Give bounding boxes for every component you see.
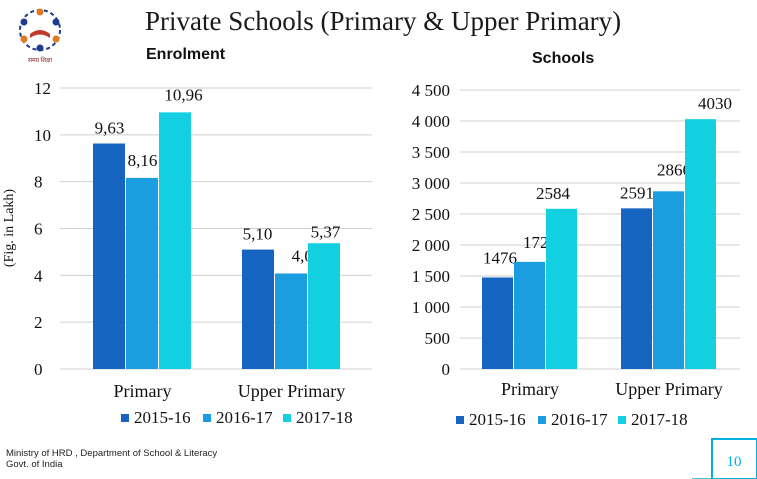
bar [93,143,125,369]
y-tick-label: 3 500 [412,143,450,162]
legend-swatch [121,414,129,422]
data-label: 9,63 [95,118,125,137]
data-label: 10,96 [164,85,202,104]
data-label: 5,10 [243,225,273,244]
bar [685,119,716,369]
legend-entry: 2016-17 [216,408,273,427]
svg-text:समग्र शिक्षा: समग्र शिक्षा [28,56,52,64]
footer: Ministry of HRD , Department of School &… [6,448,217,470]
legend-swatch [283,414,291,422]
samagra-shiksha-logo: समग्र शिक्षा [19,8,61,64]
data-label: 2591 [620,183,654,202]
bar [308,243,340,369]
page-number-badge: 10 [692,438,757,479]
bar [242,249,274,369]
footer-govt: Govt. of India [6,459,63,470]
legend-swatch [538,416,546,424]
legend-swatch [203,414,211,422]
x-category-label: Upper Primary [615,379,722,399]
y-tick-label: 10 [34,126,51,145]
legend-entry: 2017-18 [631,410,688,429]
y-tick-label: 6 [34,220,43,239]
x-category-label: Primary [114,381,172,401]
y-tick-label: 8 [34,173,43,192]
bar [159,112,191,369]
data-label: 5,37 [311,222,341,241]
y-tick-label: 2 [34,313,43,332]
y-tick-label: 2 000 [412,236,450,255]
y-tick-label: 500 [425,329,451,348]
y-tick-label: 4 000 [412,112,450,131]
enrolment-chart-title: Enrolment [146,46,226,63]
y-tick-label: 4 [34,266,43,285]
legend-swatch [618,416,626,424]
data-label: 2584 [536,184,571,203]
y-tick-label: 0 [442,360,451,379]
y-tick-label: 1 000 [412,298,450,317]
x-category-label: Upper Primary [238,381,345,401]
legend-swatch [456,416,464,424]
y-tick-label: 3 000 [412,174,450,193]
footer-ministry: Ministry of HRD , Department of School &… [6,448,218,459]
data-label: 2866 [657,160,691,179]
legend-entry: 2016-17 [551,410,608,429]
legend-entry: 2015-16 [134,408,191,427]
y-tick-label: 1 500 [412,267,450,286]
legend-entry: 2015-16 [469,410,526,429]
y-tick-label: 12 [34,79,51,98]
schools-chart-title: Schools [532,50,595,67]
bar [482,277,513,369]
bar [275,273,307,369]
bar [546,208,577,369]
legend-entry: 2017-18 [296,408,353,427]
data-label: 4030 [698,94,732,113]
bar [653,191,684,369]
data-label: 1476 [483,248,517,267]
y-tick-label: 0 [34,360,43,379]
page-title: Private Schools (Primary & Upper Primary… [145,6,622,36]
y-axis-label: (Fig. in Lakh) [2,189,17,267]
x-category-label: Primary [501,379,559,399]
bar [126,177,158,369]
bar [514,261,545,369]
page-number: 10 [727,454,742,470]
y-tick-label: 4 500 [412,81,450,100]
y-tick-label: 2 500 [412,205,450,224]
bar [621,208,652,369]
data-label: 8,16 [128,151,158,170]
